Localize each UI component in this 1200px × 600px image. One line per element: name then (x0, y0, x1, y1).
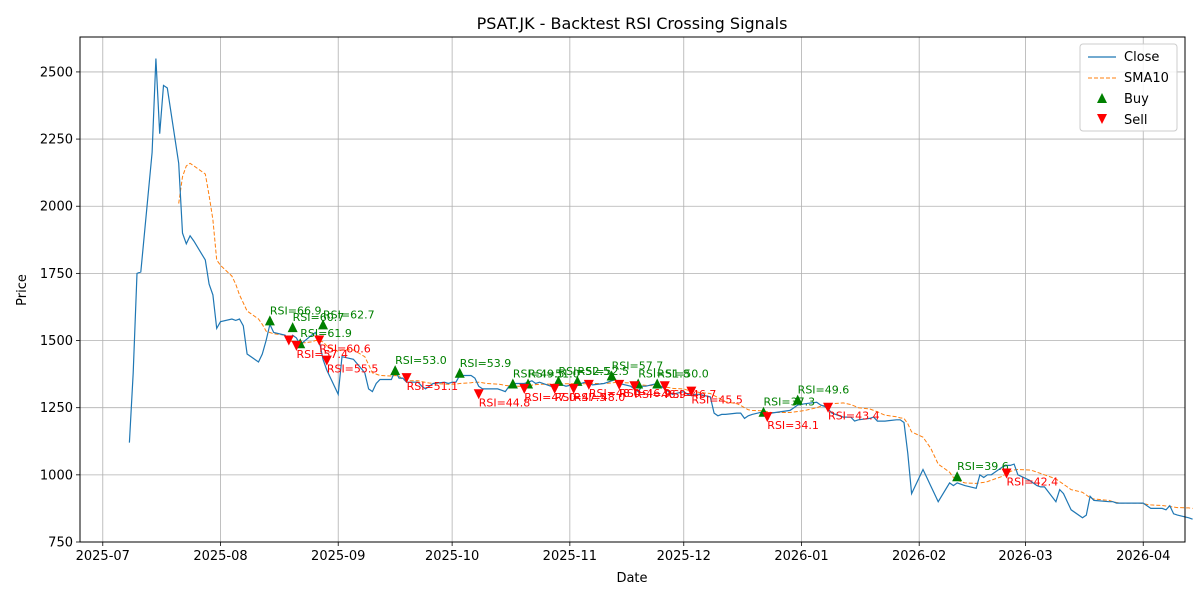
chart-title: PSAT.JK - Backtest RSI Crossing Signals (477, 14, 788, 33)
sell-rsi-label: RSI=44.8 (479, 396, 531, 409)
buy-marker (572, 375, 583, 386)
y-tick-label: 2000 (40, 200, 73, 215)
buy-marker (264, 315, 275, 326)
grid (80, 37, 1185, 543)
sell-marker (583, 379, 594, 390)
sell-rsi-label: RSI=48.0 (574, 391, 626, 404)
sell-rsi-label: RSI=45.5 (691, 394, 743, 407)
sell-marker (314, 335, 325, 346)
sell-marker (283, 335, 294, 346)
legend-close-label: Close (1124, 50, 1159, 65)
sell-marker (1001, 468, 1012, 479)
buy-marker (952, 471, 963, 482)
x-tick-label: 2025-10 (425, 549, 479, 564)
x-tick-label: 2026-01 (774, 549, 828, 564)
legend-sell-marker (1097, 114, 1107, 124)
sell-rsi-label: RSI=57.4 (296, 348, 348, 361)
buy-rsi-label: RSI=62.7 (323, 308, 375, 321)
y-tick-label: 750 (48, 536, 73, 551)
y-tick-label: 1500 (40, 334, 73, 349)
x-tick-label: 2026-02 (892, 549, 946, 564)
x-tick-label: 2025-11 (543, 549, 597, 564)
sell-marker (519, 383, 530, 394)
sma10-series (178, 162, 1193, 509)
legend-buy-marker (1097, 93, 1107, 103)
buy-rsi-label: RSI=37.3 (764, 396, 816, 409)
y-tick-label: 1250 (40, 401, 73, 416)
buy-marker (792, 394, 803, 405)
buy-marker (507, 378, 518, 389)
x-tick-label: 2025-07 (76, 549, 130, 564)
buy-rsi-label: RSI=49.6 (798, 384, 850, 397)
buy-marker (390, 365, 401, 376)
x-axis-label: Date (616, 571, 647, 586)
close-line (128, 58, 1193, 520)
y-axis-ticks: 750 1000 1250 1500 1750 2000 2250 2500 (40, 65, 80, 551)
sell-marker (629, 381, 640, 392)
buy-marker (652, 378, 663, 389)
buy-rsi-label: RSI=50.0 (657, 368, 709, 381)
buy-marker (318, 319, 329, 330)
sell-rsi-label: RSI=46.9 (619, 387, 671, 400)
buy-rsi-label: RSI=51.8 (638, 368, 690, 381)
sell-marker (401, 373, 412, 384)
legend-box (1079, 43, 1178, 132)
x-axis-ticks: 2025-07 2025-08 2025-09 2025-10 2025-11 2025-… (76, 542, 1170, 564)
sell-marker (291, 340, 302, 351)
buy-rsi-label: RSI=53.0 (395, 354, 447, 367)
sell-marker (549, 383, 560, 394)
buy-marker (454, 367, 465, 378)
close-series (128, 58, 1193, 520)
buy-marker (553, 375, 564, 386)
sell-marker (568, 383, 579, 394)
y-tick-label: 2500 (40, 65, 73, 80)
plot-area-frame (79, 36, 1186, 543)
buy-rsi-label: RSI=49.5 (513, 368, 565, 381)
sell-rsi-label: RSI=51.1 (407, 380, 459, 393)
x-tick-label: 2025-08 (193, 549, 247, 564)
sell-rsi-label: RSI=43.4 (828, 410, 880, 423)
buy-rsi-label: RSI=53.9 (460, 357, 512, 370)
buy-rsi-label: RSI=60.7 (293, 311, 345, 324)
sell-marker (473, 389, 484, 400)
sell-marker (686, 386, 697, 397)
sell-marker (614, 379, 625, 390)
y-tick-label: 1750 (40, 267, 73, 282)
buy-rsi-label: RSI=52.5 (558, 365, 610, 378)
y-axis-label: Price (15, 274, 30, 306)
sell-marker (321, 355, 332, 366)
legend-sell-label: Sell (1124, 113, 1147, 128)
sma10-line (178, 162, 1193, 509)
sell-rsi-label: RSI=46.9 (634, 388, 686, 401)
sell-rsi-label: RSI=34.1 (767, 419, 819, 432)
legend-buy-label: Buy (1124, 92, 1149, 107)
x-tick-label: 2026-04 (1116, 549, 1170, 564)
sell-rsi-label: RSI=47.5 (555, 391, 607, 404)
buy-rsi-label: RSI=61.9 (300, 327, 352, 340)
buy-rsi-label: RSI=51.0 (528, 368, 580, 381)
buy-rsi-label: RSI=39.6 (957, 460, 1009, 473)
sell-rsi-label: RSI=47.0 (524, 391, 576, 404)
x-tick-label: 2025-12 (657, 549, 711, 564)
y-tick-label: 1000 (40, 468, 73, 483)
buy-rsi-label: RSI=66.9 (270, 304, 322, 317)
legend: Close SMA10 Buy Sell (1079, 43, 1178, 132)
sell-marker (659, 381, 670, 392)
sell-marker (762, 412, 773, 423)
sell-marker (823, 402, 834, 413)
sell-rsi-label: RSI=60.6 (319, 343, 371, 356)
y-tick-label: 2250 (40, 133, 73, 148)
x-tick-label: 2025-09 (311, 549, 365, 564)
sell-rsi-label: RSI=42.4 (1007, 476, 1059, 489)
buy-rsi-label: RSI=57.7 (612, 359, 664, 372)
legend-sma-label: SMA10 (1124, 71, 1169, 86)
sell-rsi-label: RSI=55.5 (327, 363, 379, 376)
buy-rsi-label: RSI=52.5 (577, 365, 629, 378)
buy-marker (287, 322, 298, 333)
x-tick-label: 2026-03 (998, 549, 1052, 564)
buy-marker (606, 370, 617, 381)
sell-rsi-label: RSI=48.0 (589, 387, 641, 400)
